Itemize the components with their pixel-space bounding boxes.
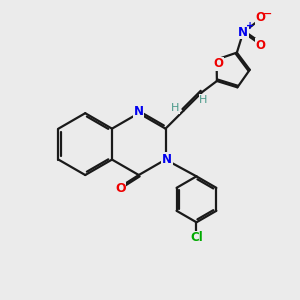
Text: N: N [134, 105, 144, 118]
Text: −: − [263, 9, 272, 19]
Text: Cl: Cl [190, 231, 203, 244]
Text: H: H [171, 103, 180, 113]
Text: O: O [256, 38, 266, 52]
Text: O: O [115, 182, 125, 195]
Text: O: O [256, 11, 266, 24]
Text: O: O [213, 58, 223, 70]
Text: N: N [238, 26, 248, 39]
Text: +: + [245, 21, 254, 31]
Text: H: H [199, 94, 208, 104]
Text: N: N [162, 153, 172, 166]
